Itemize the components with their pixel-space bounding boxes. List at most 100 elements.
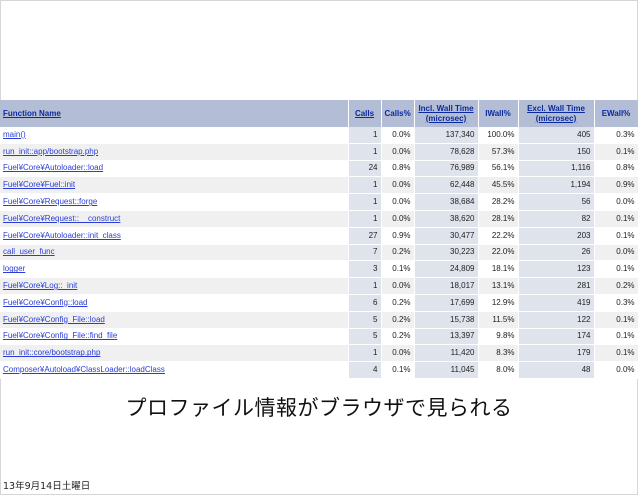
incl-wall-time-cell: 13,397 [414,328,479,346]
incl-wall-time-cell: 76,989 [414,160,479,178]
function-link[interactable]: Fuel¥Core¥Config_File::find_file [3,331,118,341]
function-link[interactable]: run_init::app/bootstrap.php [3,146,99,156]
incl-wall-time-sort-link[interactable]: Incl. Wall Time (microsec) [418,104,473,123]
function-link[interactable]: Fuel¥Core¥Autoloader::init_class [3,230,121,240]
excl-wall-time-cell: 419 [518,294,595,312]
function-link[interactable]: Fuel¥Core¥Fuel::init [3,180,76,190]
function-name-cell: logger [0,260,349,279]
ewall-pct-cell: 0.0% [594,361,638,379]
incl-wall-time-cell: 11,420 [414,344,479,363]
column-header-calls-pct: Calls% [381,100,415,127]
incl-wall-time-cell: 30,223 [414,244,479,262]
function-link[interactable]: logger [3,264,26,274]
function-link[interactable]: Fuel¥Core¥Log::_init [3,281,78,291]
column-header-excl-wall-time[interactable]: Excl. Wall Time (microsec) [518,100,595,127]
incl-wall-time-cell: 24,809 [414,260,479,279]
function-link[interactable]: run_init::core/bootstrap.php [3,348,101,358]
excl-wall-time-sort-link[interactable]: Excl. Wall Time (microsec) [527,104,585,123]
calls-pct-cell: 0.0% [381,344,415,363]
calls-pct-cell: 0.2% [381,244,415,262]
function-link[interactable]: Fuel¥Core¥Config_File::load [3,314,105,324]
profiler-table-container: Function Name Calls Calls% Incl. Wall Ti… [0,100,638,379]
function-name-cell: Fuel¥Core¥Log::_init [0,277,349,295]
function-link[interactable]: Fuel¥Core¥Request::__construct [3,213,121,223]
excl-wall-time-cell: 122 [518,311,595,329]
calls-pct-label: Calls% [384,108,411,118]
excl-wall-time-cell: 1,194 [518,176,595,195]
ewall-pct-cell: 0.3% [594,127,638,144]
calls-pct-cell: 0.0% [381,143,415,161]
function-link[interactable]: main() [3,129,26,139]
function-name-cell: Composer¥Autoload¥ClassLoader::loadClass [0,361,349,379]
calls-cell: 27 [348,227,382,245]
function-name-cell: Fuel¥Core¥Config_File::find_file [0,328,349,346]
calls-sort-link[interactable]: Calls [354,108,375,118]
ewall-pct-cell: 0.1% [594,344,638,363]
iwall-pct-cell: 11.5% [478,311,519,329]
excl-wall-time-cell: 56 [518,193,595,211]
iwall-pct-cell: 100.0% [478,127,519,144]
table-body: main() 1 0.0% 137,340 100.0% 405 0.3% run_init:… [0,127,638,379]
calls-cell: 1 [348,210,382,228]
table-row: Fuel¥Core¥Log::_init 1 0.0% 18,017 13.1% 281 0… [0,277,638,295]
function-name-cell: Fuel¥Core¥Autoloader::init_class [0,227,349,245]
table-row: Fuel¥Core¥Fuel::init 1 0.0% 62,448 45.5% 1,19… [0,176,638,195]
ewall-pct-cell: 0.2% [594,277,638,295]
profiler-table: Function Name Calls Calls% Incl. Wall Ti… [0,100,638,379]
table-row: Composer¥Autoload¥ClassLoader::loadClass… [0,361,638,379]
slide-caption: プロファイル情報がブラウザで見られる [125,396,513,420]
table-row: run_init::core/bootstrap.php 1 0.0% 11,420 8… [0,344,638,363]
table-row: Fuel¥Core¥Request::forge 1 0.0% 38,684 28.2%… [0,193,638,211]
table-row: Fuel¥Core¥Config_File::find_file 5 0.2% 13,… [0,328,638,346]
incl-wall-time-cell: 137,340 [414,127,479,144]
excl-wall-time-cell: 26 [518,244,595,262]
function-link[interactable]: Fuel¥Core¥Config::load [3,297,88,307]
function-name-cell: Fuel¥Core¥Config::load [0,294,349,312]
table-row: Fuel¥Core¥Config_File::load 5 0.2% 15,738 11… [0,311,638,329]
function-name-sort-link[interactable]: Function Name [3,108,61,118]
column-header-incl-wall-time[interactable]: Incl. Wall Time (microsec) [414,100,479,127]
function-name-cell: Fuel¥Core¥Fuel::init [0,176,349,195]
iwall-pct-cell: 13.1% [478,277,519,295]
ewall-pct-cell: 0.1% [594,311,638,329]
incl-wall-time-cell: 30,477 [414,227,479,245]
function-link[interactable]: Composer¥Autoload¥ClassLoader::loadClass [3,365,165,375]
function-link[interactable]: Fuel¥Core¥Autoloader::load [3,163,104,173]
column-header-iwall-pct: IWall% [478,100,519,127]
column-header-function-name[interactable]: Function Name [0,100,349,127]
column-header-calls[interactable]: Calls [348,100,382,127]
calls-cell: 1 [348,127,382,144]
iwall-pct-cell: 22.2% [478,227,519,245]
function-link[interactable]: Fuel¥Core¥Request::forge [3,197,98,207]
ewall-pct-cell: 0.1% [594,328,638,346]
function-name-cell: run_init::app/bootstrap.php [0,143,349,161]
table-row: run_init::app/bootstrap.php 1 0.0% 78,628 57… [0,143,638,161]
footer-date: 13年9月14日土曜日 [3,481,91,492]
iwall-pct-cell: 9.8% [478,328,519,346]
table-row: logger 3 0.1% 24,809 18.1% 123 0.1% [0,260,638,279]
function-link[interactable]: call_user_func [3,247,55,257]
function-name-cell: Fuel¥Core¥Config_File::load [0,311,349,329]
ewall-pct-cell: 0.8% [594,160,638,178]
calls-cell: 7 [348,244,382,262]
function-name-cell: Fuel¥Core¥Request::forge [0,193,349,211]
calls-pct-cell: 0.1% [381,361,415,379]
iwall-pct-cell: 8.0% [478,361,519,379]
calls-cell: 6 [348,294,382,312]
calls-pct-cell: 0.0% [381,127,415,144]
excl-wall-time-cell: 174 [518,328,595,346]
calls-pct-cell: 0.0% [381,176,415,195]
ewall-pct-cell: 0.3% [594,294,638,312]
ewall-pct-label: EWall% [601,108,631,118]
iwall-pct-cell: 56.1% [478,160,519,178]
function-name-cell: call_user_func [0,244,349,262]
table-row: Fuel¥Core¥Autoloader::init_class 27 0.9% 30… [0,227,638,245]
ewall-pct-cell: 0.0% [594,244,638,262]
calls-pct-cell: 0.2% [381,311,415,329]
ewall-pct-cell: 0.9% [594,176,638,195]
calls-pct-cell: 0.9% [381,227,415,245]
incl-wall-time-label-line1: Incl. Wall Time [418,103,474,113]
table-row: Fuel¥Core¥Config::load 6 0.2% 17,699 12.9% 41… [0,294,638,312]
table-header-row: Function Name Calls Calls% Incl. Wall Ti… [0,100,638,127]
table-row: call_user_func 7 0.2% 30,223 22.0% 26 0.0% [0,244,638,262]
